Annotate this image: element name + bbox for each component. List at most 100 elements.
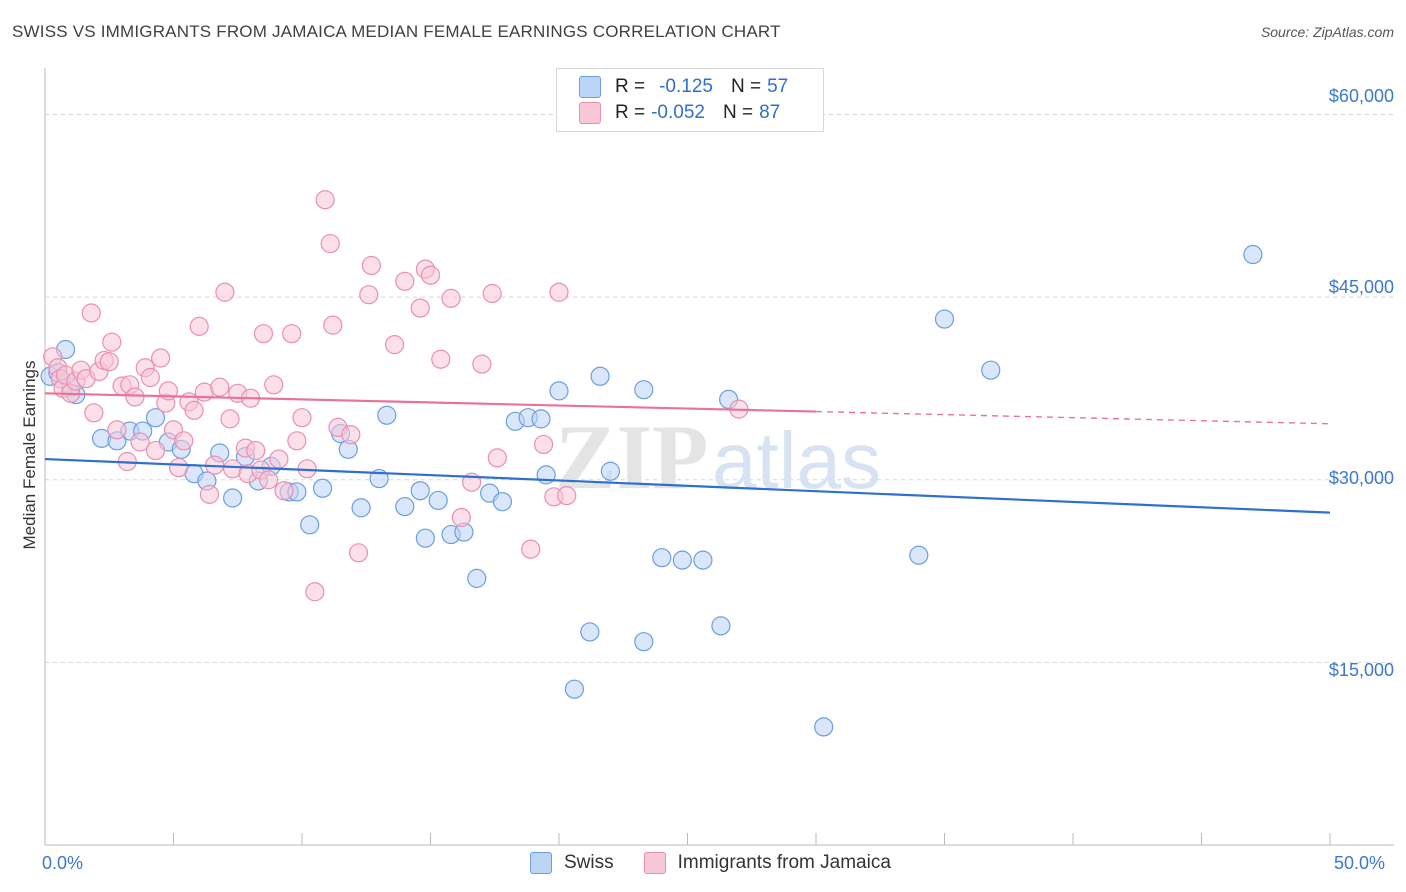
swiss-point [395, 496, 415, 517]
jamaica-trend-extension [815, 410, 1331, 425]
swiss-point [909, 545, 929, 565]
swiss-point [1243, 244, 1263, 265]
jamaica-point [264, 375, 284, 395]
series-legend: Swiss Immigrants from Jamaica [530, 852, 921, 874]
jamaica-point [549, 282, 569, 302]
jamaica-point [174, 431, 194, 451]
n-value: 57 [767, 76, 789, 97]
jamaica-point [315, 190, 335, 210]
y-tick-label: $45,000 [1328, 277, 1394, 297]
jamaica-point [130, 432, 150, 452]
jamaica-point [395, 271, 415, 291]
swiss-point [492, 492, 513, 512]
swiss-point [428, 490, 448, 511]
swiss-point [564, 679, 585, 699]
jamaica-point [410, 298, 430, 318]
y-tick-label: $30,000 [1328, 468, 1394, 488]
watermark-atlas: atlas [712, 416, 881, 505]
jamaica-point [246, 440, 266, 461]
swiss-point [223, 488, 243, 508]
axes [44, 68, 1394, 846]
jamaica-point [258, 470, 279, 490]
r-value: -0.052 [651, 102, 705, 123]
trend-lines [44, 392, 1331, 514]
jamaica-point [269, 449, 289, 469]
swiss-point [580, 622, 600, 642]
legend-item-swiss: Swiss [530, 852, 614, 874]
jamaica-point [125, 387, 145, 407]
jamaica-point [99, 352, 119, 372]
jamaica-point [220, 409, 240, 429]
swiss-point [300, 515, 320, 535]
swiss-point [600, 461, 621, 481]
watermark-zip: ZIP [555, 406, 708, 508]
jamaica-point [341, 425, 361, 445]
jamaica-point [292, 408, 312, 428]
jamaica-point [282, 324, 302, 344]
swiss-point [672, 550, 692, 570]
swiss-point [590, 366, 610, 386]
swiss-point [549, 381, 569, 401]
swiss-point [934, 309, 955, 329]
correlation-legend: R = -0.125 N = 57 R = -0.052 N = 87 [556, 68, 824, 132]
y-tick-label: $15,000 [1328, 660, 1394, 680]
r-label: R = [615, 102, 646, 123]
jamaica-point [441, 288, 461, 308]
swiss-point [711, 616, 731, 636]
swiss-trend-line [44, 457, 1331, 514]
jamaica-point [431, 349, 451, 369]
swiss-swatch [530, 852, 552, 874]
swiss-point [652, 548, 672, 568]
jamaica-point [533, 434, 554, 455]
jamaica-point [384, 335, 405, 355]
legend-label-jamaica: Immigrants from Jamaica [677, 852, 891, 873]
jamaica-point [81, 303, 101, 323]
jamaica-point [189, 316, 209, 336]
jamaica-point [323, 315, 343, 335]
swiss-point [467, 568, 487, 588]
jamaica-points [43, 190, 749, 602]
chart-title: SWISS VS IMMIGRANTS FROM JAMAICA MEDIAN … [12, 22, 781, 41]
swiss-point [981, 360, 1001, 380]
jamaica-point [320, 233, 340, 254]
jamaica-point [482, 283, 502, 304]
jamaica-point [107, 420, 127, 440]
swiss-point [693, 550, 713, 570]
jamaica-point [287, 431, 307, 451]
swiss-point [312, 478, 333, 498]
legend-item-jamaica: Immigrants from Jamaica [643, 852, 891, 874]
jamaica-trend-line [44, 392, 817, 413]
swiss-point [634, 380, 654, 400]
jamaica-point [274, 481, 294, 501]
x-tick-label: 0.0% [42, 853, 84, 873]
r-label: R = [615, 76, 646, 97]
jamaica-point [210, 377, 230, 397]
jamaica-point [151, 348, 171, 368]
x-tick-label: 50.0% [1334, 853, 1386, 873]
jamaica-point [420, 265, 441, 285]
jamaica-swatch [579, 102, 601, 124]
y-tick-label: $60,000 [1328, 86, 1394, 106]
jamaica-point [140, 367, 160, 388]
swiss-point [415, 528, 435, 548]
n-label: N = [730, 76, 762, 97]
source-label: Source: ZipAtlas.com [1260, 24, 1394, 40]
legend-label-swiss: Swiss [564, 852, 614, 873]
jamaica-point [361, 255, 381, 276]
y-axis-label: Median Female Earnings [20, 360, 39, 550]
jamaica-point [487, 448, 507, 468]
jamaica-point [557, 485, 577, 506]
swiss-point [814, 717, 834, 737]
r-value: -0.125 [659, 76, 713, 97]
jamaica-point [102, 332, 122, 352]
jamaica-point [305, 582, 325, 602]
jamaica-point [199, 484, 220, 504]
swiss-swatch [579, 76, 601, 98]
jamaica-point [253, 324, 274, 344]
n-label: N = [722, 102, 754, 123]
jamaica-swatch [643, 852, 666, 874]
swiss-point [634, 632, 654, 652]
swiss-point [410, 481, 430, 501]
grid-lines [45, 114, 1394, 663]
